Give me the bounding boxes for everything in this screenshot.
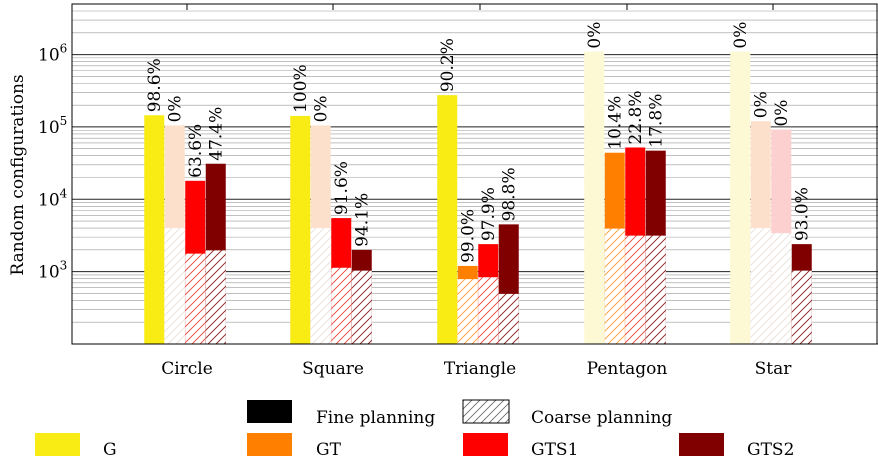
data-label: 0% [731, 22, 751, 49]
legend-label-fine: Fine planning [316, 408, 435, 428]
x-tick-label: Square [302, 359, 364, 379]
data-label: 10.4% [606, 96, 626, 150]
coarse-bar-GTS2-Triangle [498, 293, 519, 344]
top-ticks [186, 4, 774, 10]
x-tick-labels: Circle Square Triangle Pentagon Star [161, 359, 792, 379]
bar-G-Square [290, 115, 311, 344]
plot-frame [71, 3, 878, 345]
legend-swatch-fine [247, 400, 292, 423]
data-label: 93.0% [793, 187, 813, 241]
legend-label-GTS1: GTS1 [531, 440, 578, 460]
x-tick-label: Star [755, 359, 793, 379]
legend: Fine planning Coarse planning G GT GTS1 GTS2 [35, 399, 794, 460]
data-label: 0% [772, 100, 792, 127]
data-label: 47.4% [207, 107, 227, 161]
data-label: 0% [585, 22, 605, 49]
coarse-bar-GT-Pentagon [604, 228, 625, 344]
data-label: 98.8% [500, 167, 520, 221]
coarse-bar-GTS1-Star [771, 233, 792, 344]
data-label: 97.9% [479, 187, 499, 241]
coarse-bar-GTS2-Star [791, 270, 812, 344]
legend-swatch-GT [247, 433, 292, 456]
data-label: 17.8% [647, 94, 667, 148]
data-label: 0% [312, 95, 332, 122]
coarse-bar-GTS2-Square [351, 270, 372, 344]
bars [144, 51, 812, 345]
data-label: 0% [166, 95, 186, 122]
coarse-bar-GT-Circle [164, 228, 185, 344]
bar-G-Triangle [437, 95, 458, 344]
coarse-bar-GT-Star [750, 228, 771, 344]
y-axis-label: Random configurations [8, 74, 28, 275]
x-tick-label: Circle [161, 359, 213, 379]
y-tick-label: 106 [38, 42, 67, 66]
x-tick-label: Pentagon [587, 359, 668, 379]
data-label: 63.6% [186, 124, 206, 178]
legend-label-GT: GT [316, 440, 342, 460]
data-label: 91.6% [332, 161, 352, 215]
data-label: 0% [752, 91, 772, 118]
legend-swatch-GTS2 [679, 433, 724, 456]
coarse-bar-GTS2-Circle [205, 249, 226, 344]
coarse-bar-GT-Triangle [457, 278, 478, 344]
data-label: 98.6% [145, 58, 165, 112]
coarse-bar-GTS1-Triangle [478, 276, 499, 344]
legend-label-G: G [103, 440, 117, 460]
legend-label-GTS2: GTS2 [747, 440, 794, 460]
y-tick-labels: 103 104 105 106 [38, 42, 68, 283]
coarse-bar-GT-Square [310, 228, 331, 344]
y-tick-label: 105 [38, 114, 67, 138]
legend-label-coarse: Coarse planning [531, 408, 672, 428]
data-label: 99.0% [459, 209, 479, 263]
bar-G-Pentagon [584, 51, 605, 345]
data-labels: 98.6% 0%63.6% 47.4%100% 0%91.6%94.1%90.2%99… [145, 22, 813, 263]
data-label: 94.1% [353, 193, 373, 247]
data-label: 90.2% [438, 38, 458, 92]
legend-swatch-GTS1 [463, 433, 508, 456]
bar-G-Circle [144, 115, 165, 345]
data-label: 22.8% [626, 90, 646, 144]
x-tick-label: Triangle [444, 359, 516, 379]
y-tick-label: 104 [38, 186, 68, 210]
legend-swatch-G [35, 433, 80, 456]
coarse-bar-GTS1-Pentagon [625, 235, 646, 344]
coarse-bar-GTS1-Square [331, 267, 352, 344]
data-label: 100% [291, 64, 311, 113]
coarse-bar-GTS2-Pentagon [645, 235, 666, 344]
bar-G-Star [730, 51, 751, 345]
legend-swatch-coarse [462, 399, 510, 424]
y-tick-label: 103 [38, 259, 67, 283]
coarse-bar-GTS1-Circle [185, 253, 206, 344]
